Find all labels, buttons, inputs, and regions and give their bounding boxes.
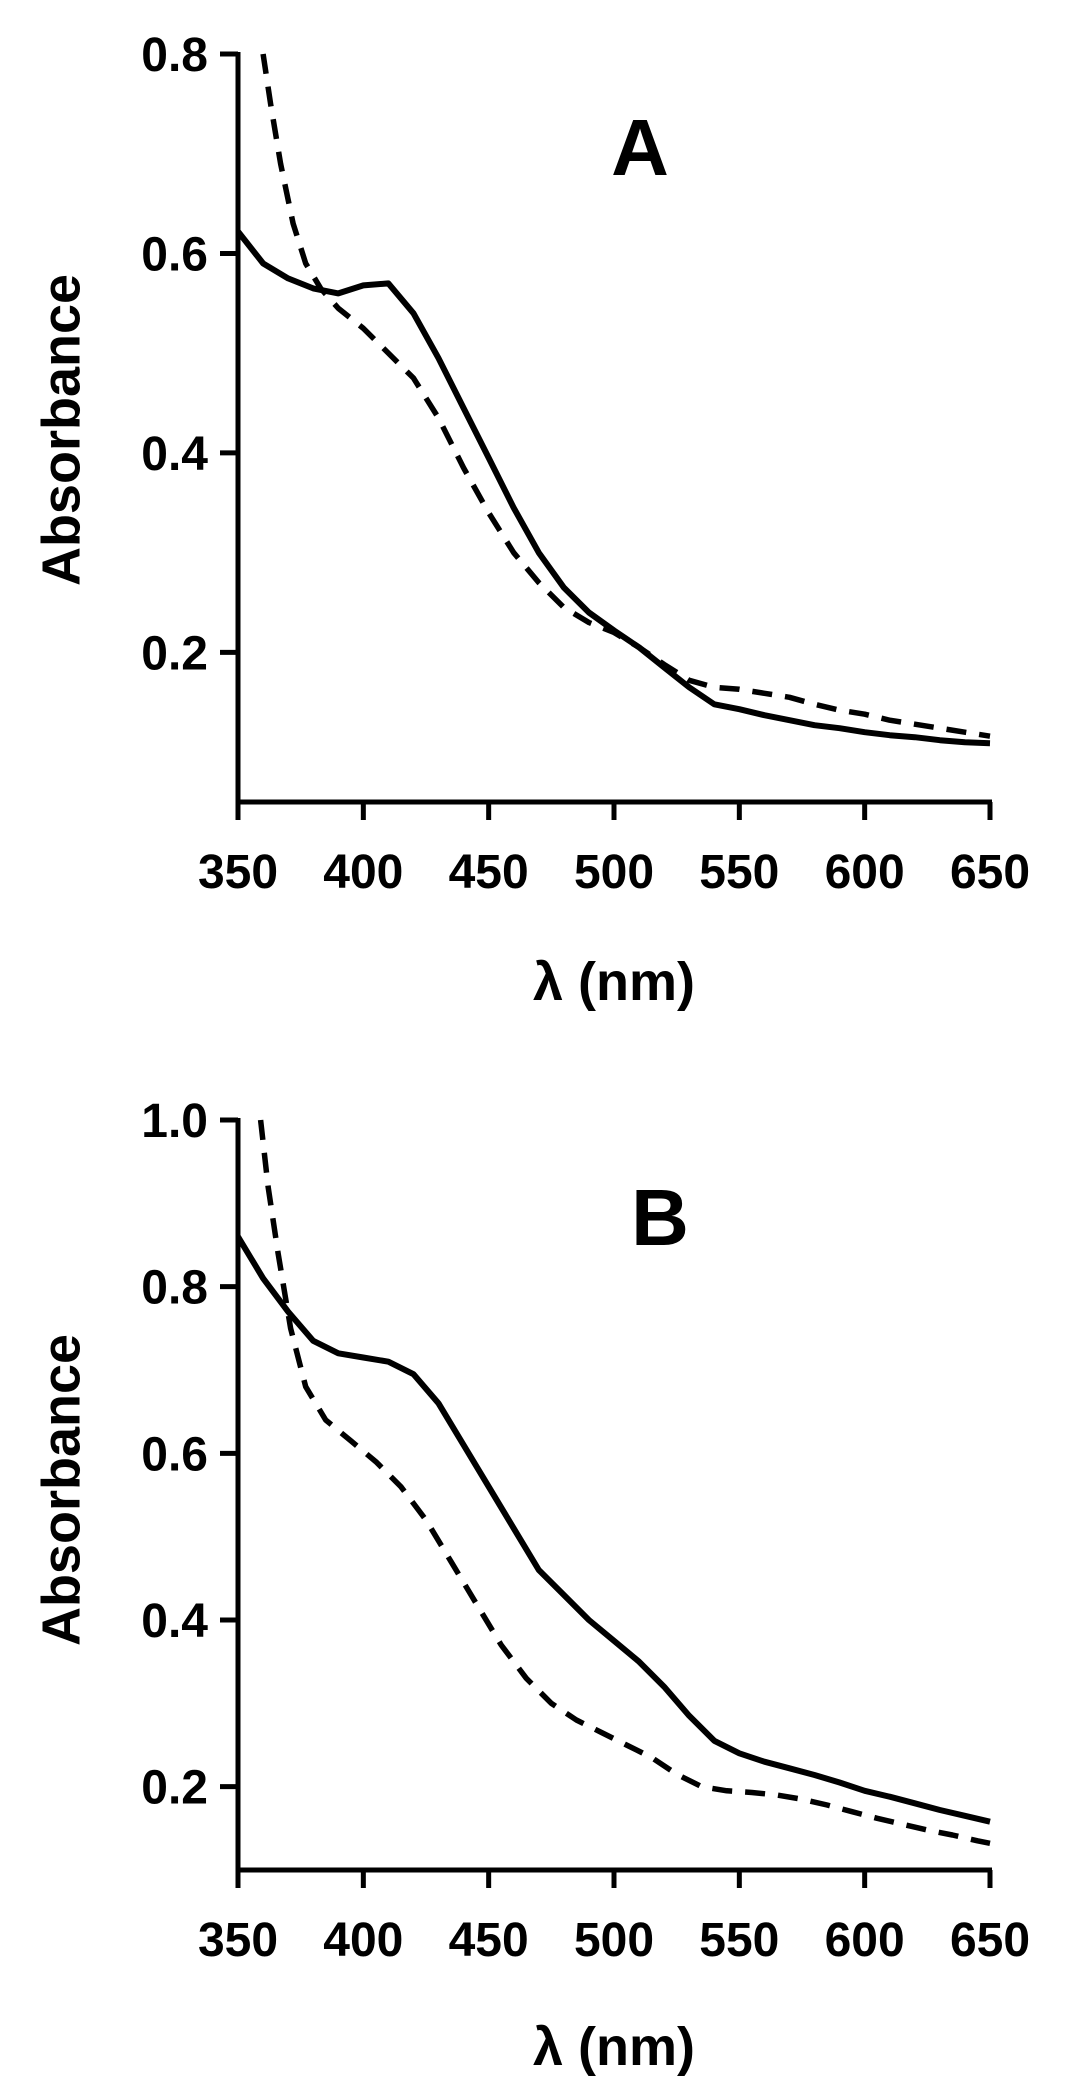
x-tick-label: 450: [449, 846, 529, 899]
y-tick-label: 0.6: [141, 228, 208, 281]
y-tick-label: 0.2: [141, 627, 208, 680]
y-axis-title: Absorbance: [31, 274, 91, 586]
x-tick-label: 650: [950, 846, 1030, 899]
y-tick-label: 0.8: [141, 1262, 208, 1315]
y-tick-label: 0.4: [141, 1595, 208, 1648]
x-tick-label: 350: [198, 1914, 278, 1967]
y-axis-title: Absorbance: [31, 1334, 91, 1646]
x-tick-label: 500: [574, 1914, 654, 1967]
panel-label: B: [631, 1173, 689, 1262]
y-tick-label: 0.6: [141, 1428, 208, 1481]
x-tick-label: 550: [699, 1914, 779, 1967]
x-tick-label: 550: [699, 846, 779, 899]
x-axis-title: λ (nm): [533, 2017, 695, 2077]
panel-label: A: [611, 103, 669, 192]
series-line-dashed: [257, 1119, 991, 1846]
x-tick-label: 600: [825, 846, 905, 899]
x-tick-label: 400: [323, 846, 403, 899]
y-tick-label: 0.4: [141, 428, 208, 481]
x-tick-label: 350: [198, 846, 278, 899]
series-line-solid: [235, 1235, 991, 1825]
series-line-dashed: [260, 53, 991, 739]
y-tick-label: 0.8: [141, 29, 208, 82]
y-tick-label: 1.0: [141, 1095, 208, 1148]
x-axis-title: λ (nm): [533, 952, 695, 1012]
x-tick-label: 450: [449, 1914, 529, 1967]
x-tick-label: 400: [323, 1914, 403, 1967]
x-tick-label: 600: [825, 1914, 905, 1967]
y-tick-label: 0.2: [141, 1762, 208, 1815]
x-tick-label: 500: [574, 846, 654, 899]
chart-panel-b: 350 400 450 500 550 600 650 0.2 0.4 0.6 0.8 1.0 λ (n…: [31, 1095, 1030, 2077]
chart-panel-a: 350 400 450 500 550 600 650 0.2 0.4 0.6 0.8 λ (nm) A…: [31, 29, 1030, 1012]
x-tick-label: 650: [950, 1914, 1030, 1967]
series-line-solid: [235, 229, 991, 747]
